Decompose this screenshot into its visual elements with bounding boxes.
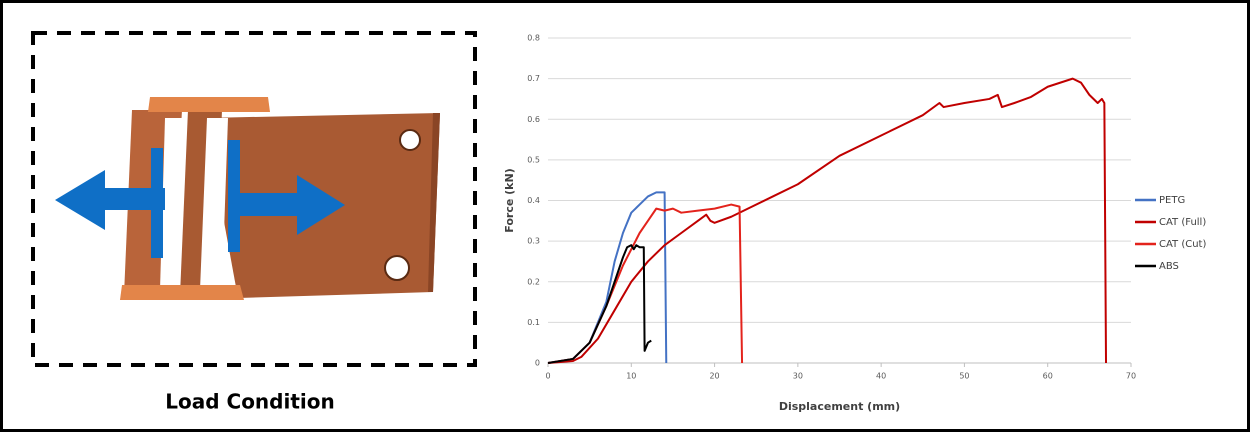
plate-edge (428, 113, 440, 292)
x-axis-title: Displacement (mm) (779, 400, 900, 413)
y-tick-label: 0.1 (527, 318, 540, 327)
hole (384, 255, 410, 281)
top-bar (148, 97, 270, 112)
x-tick-label: 20 (709, 372, 719, 381)
gap (200, 118, 228, 290)
x-tick-label: 30 (793, 372, 803, 381)
arrow-bar (228, 140, 240, 252)
caption: Load Condition (165, 390, 334, 414)
legend-label: ABS (1159, 261, 1179, 272)
y-tick-label: 0.3 (527, 237, 540, 246)
arrow-right (240, 175, 345, 235)
legend-label: PETG (1159, 195, 1185, 206)
y-tick-label: 0.7 (527, 74, 540, 83)
x-tick-label: 50 (959, 372, 969, 381)
y-tick-label: 0.5 (527, 155, 540, 164)
arrow-left (55, 170, 165, 230)
y-axis-title: Force (kN) (503, 168, 516, 232)
hole (399, 129, 421, 151)
x-tick-label: 70 (1126, 372, 1136, 381)
y-tick-label: 0.8 (527, 34, 540, 43)
series-line (547, 77, 1108, 364)
bottom-bar (120, 285, 244, 300)
arrow-bar (151, 148, 163, 258)
illustration: Load Condition (31, 31, 477, 414)
x-tick-label: 10 (626, 372, 636, 381)
legend-label: CAT (Full) (1159, 217, 1206, 228)
x-tick-label: 60 (1043, 372, 1053, 381)
y-tick-label: 0.6 (527, 115, 540, 124)
dashed-box (31, 31, 477, 367)
gap (160, 118, 185, 290)
x-tick-label: 40 (876, 372, 886, 381)
y-tick-label: 0.2 (527, 277, 540, 286)
chart: 0 0.1 0.2 0.3 0.4 0.5 0.6 0.7 0.8 0 10 20 30 40 50 60 70… (503, 34, 1206, 414)
series-line (547, 244, 652, 364)
y-tick-label: 0 (535, 359, 540, 368)
legend-label: CAT (Cut) (1159, 239, 1206, 250)
x-tick-label: 0 (545, 372, 550, 381)
y-tick-label: 0.4 (527, 196, 540, 205)
